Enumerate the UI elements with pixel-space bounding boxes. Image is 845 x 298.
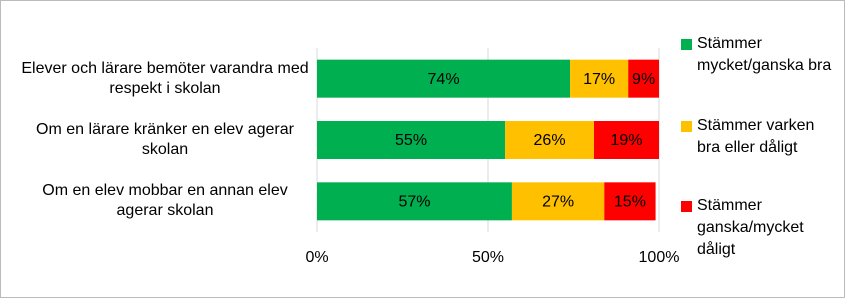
- value-label: 26%: [534, 132, 566, 149]
- value-label: 57%: [398, 194, 430, 211]
- x-tick-label: 50%: [472, 249, 504, 266]
- bar-segment: [317, 182, 512, 221]
- value-label: 9%: [632, 71, 655, 88]
- bar-segment: [317, 59, 571, 98]
- value-label: 74%: [428, 71, 460, 88]
- value-label: 27%: [542, 194, 574, 211]
- value-label: 19%: [610, 132, 642, 149]
- legend-swatch: [681, 39, 692, 50]
- category-label: Elever och lärare bemöter varandra med r…: [21, 59, 309, 97]
- legend-label: Stämmer mycket/ganska bra: [697, 35, 832, 74]
- bar-segment: [511, 182, 605, 221]
- legend-label: Stämmer ganska/mycket dåligt: [697, 197, 804, 258]
- x-tick-label: 0%: [305, 249, 328, 266]
- bar-segment: [317, 121, 506, 159]
- category-label: Om en lärare kränker en elev agerar skol…: [36, 121, 294, 158]
- category-label: Om en elev mobbar en annan elev agerar s…: [42, 182, 288, 220]
- x-tick-label: 100%: [639, 249, 680, 266]
- bar-segment: [628, 59, 659, 98]
- bar-segment: [570, 59, 629, 98]
- legend-swatch: [681, 201, 692, 212]
- value-label: 15%: [614, 194, 646, 211]
- value-label: 17%: [583, 71, 615, 88]
- bar-segment: [594, 121, 659, 159]
- value-label: 55%: [395, 132, 427, 149]
- bar-segment: [604, 182, 656, 221]
- bar-segment: [505, 121, 595, 159]
- legend-swatch: [681, 121, 692, 132]
- legend-label: Stämmer varken bra eller dåligt: [697, 117, 815, 156]
